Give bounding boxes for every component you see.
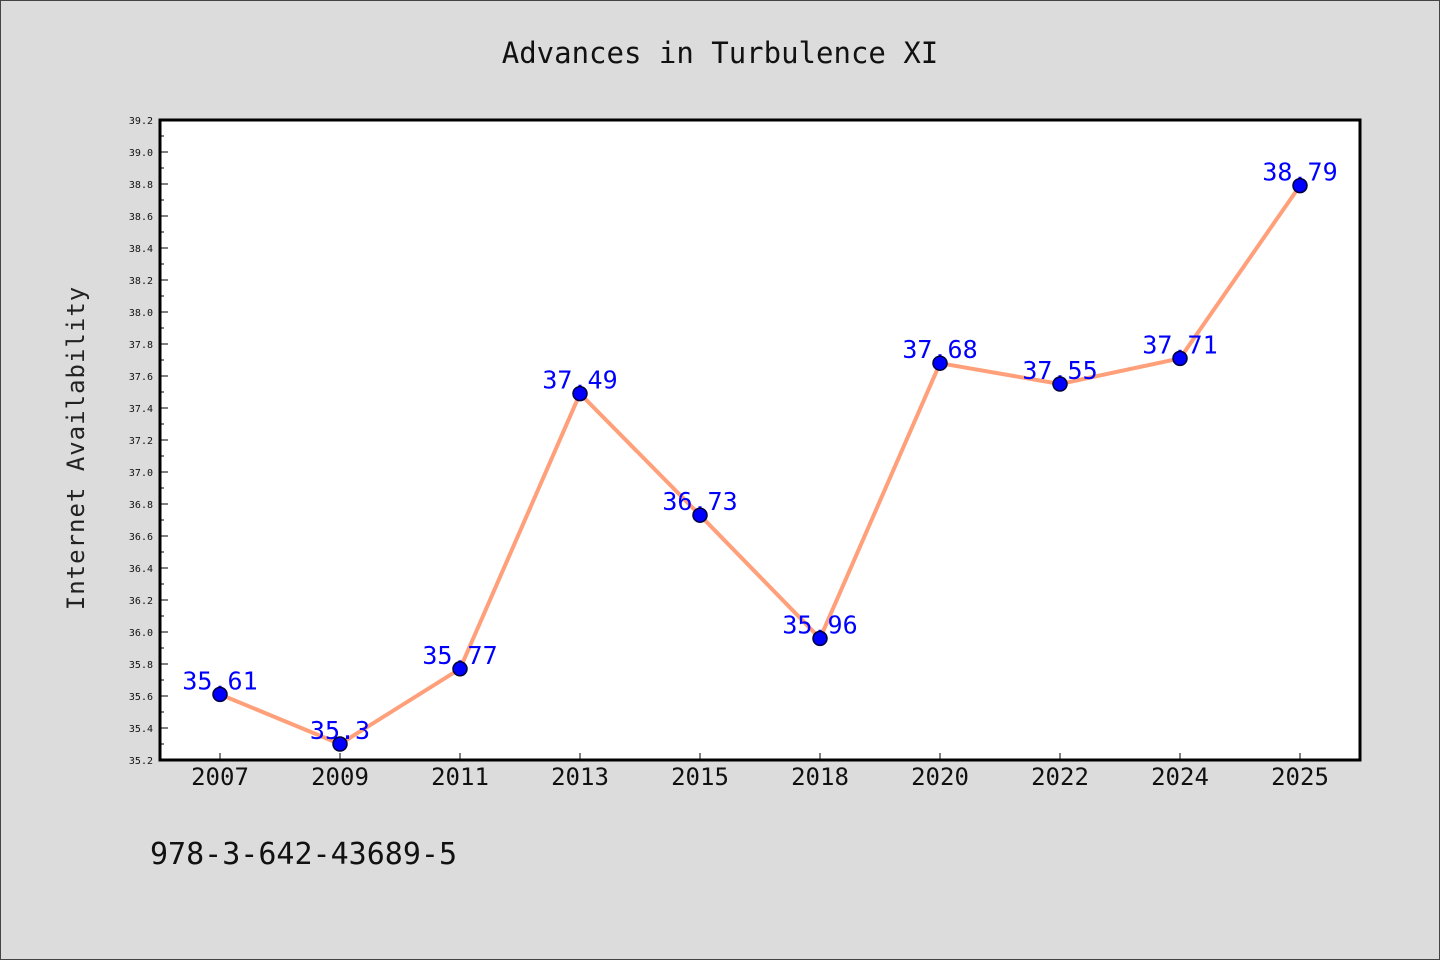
y-tick-label: 36.0 xyxy=(129,628,153,639)
y-tick-label: 38.4 xyxy=(129,244,153,255)
series-line xyxy=(218,183,1302,746)
y-tick-label: 36.4 xyxy=(129,564,153,575)
plot-border xyxy=(158,118,1362,762)
y-tick-label: 38.6 xyxy=(129,212,153,223)
y-tick-label: 37.4 xyxy=(129,404,153,415)
data-point-marker xyxy=(812,630,828,647)
x-tick-label: 2009 xyxy=(311,763,369,791)
x-tick-label: 2022 xyxy=(1031,763,1089,791)
data-point-marker xyxy=(692,507,708,523)
y-tick-label: 39.0 xyxy=(129,148,153,159)
y-tick-label: 37.0 xyxy=(129,468,153,479)
y-axis-label: Internet Availability xyxy=(62,286,90,610)
data-point-marker xyxy=(212,686,228,703)
data-point-marker xyxy=(452,661,468,677)
x-axis: 2007 2009 2011 2013 2015 2018 2020 2022 2024 2025 xyxy=(191,753,1329,791)
y-axis: 35.2 35.4 35.6 35.8 36.0 36.2 36.4 36.6 36.8 37.0… xyxy=(129,116,168,767)
y-tick-label: 38.8 xyxy=(129,180,153,191)
x-tick-label: 2020 xyxy=(911,763,969,791)
footer-isbn: 978-3-642-43689-5 xyxy=(150,837,457,872)
data-point-marker xyxy=(932,355,948,371)
data-point-marker xyxy=(332,736,348,752)
y-tick-label: 39.2 xyxy=(129,116,153,127)
y-tick-label: 36.2 xyxy=(129,596,153,607)
data-point-marker xyxy=(1172,350,1188,367)
plot-area xyxy=(160,120,1360,760)
y-tick-label: 35.2 xyxy=(129,756,153,767)
x-tick-label: 2024 xyxy=(1151,763,1209,791)
y-tick-label: 38.0 xyxy=(129,308,153,319)
chart-title: Advances in Turbulence XI xyxy=(502,36,939,70)
y-tick-label: 37.6 xyxy=(129,372,153,383)
series-line-group xyxy=(218,183,1302,746)
y-tick-label: 35.4 xyxy=(129,724,153,735)
x-tick-label: 2015 xyxy=(671,763,729,791)
y-tick-label: 36.6 xyxy=(129,532,153,543)
y-tick-label: 35.8 xyxy=(129,660,153,671)
y-tick-label: 36.8 xyxy=(129,500,153,511)
x-tick-label: 2018 xyxy=(791,763,849,791)
x-tick-label: 2013 xyxy=(551,763,609,791)
data-point-marker xyxy=(572,385,588,402)
data-point-marker xyxy=(1292,177,1308,194)
y-tick-label: 37.8 xyxy=(129,340,153,351)
x-tick-label: 2011 xyxy=(431,763,489,791)
y-tick-label: 38.2 xyxy=(129,276,153,287)
y-tick-label: 37.2 xyxy=(129,436,153,447)
markers-group xyxy=(212,177,1308,752)
x-tick-label: 2025 xyxy=(1271,763,1329,791)
data-point-marker xyxy=(1052,376,1068,392)
y-tick-label: 35.6 xyxy=(129,692,153,703)
x-tick-label: 2007 xyxy=(191,763,249,791)
